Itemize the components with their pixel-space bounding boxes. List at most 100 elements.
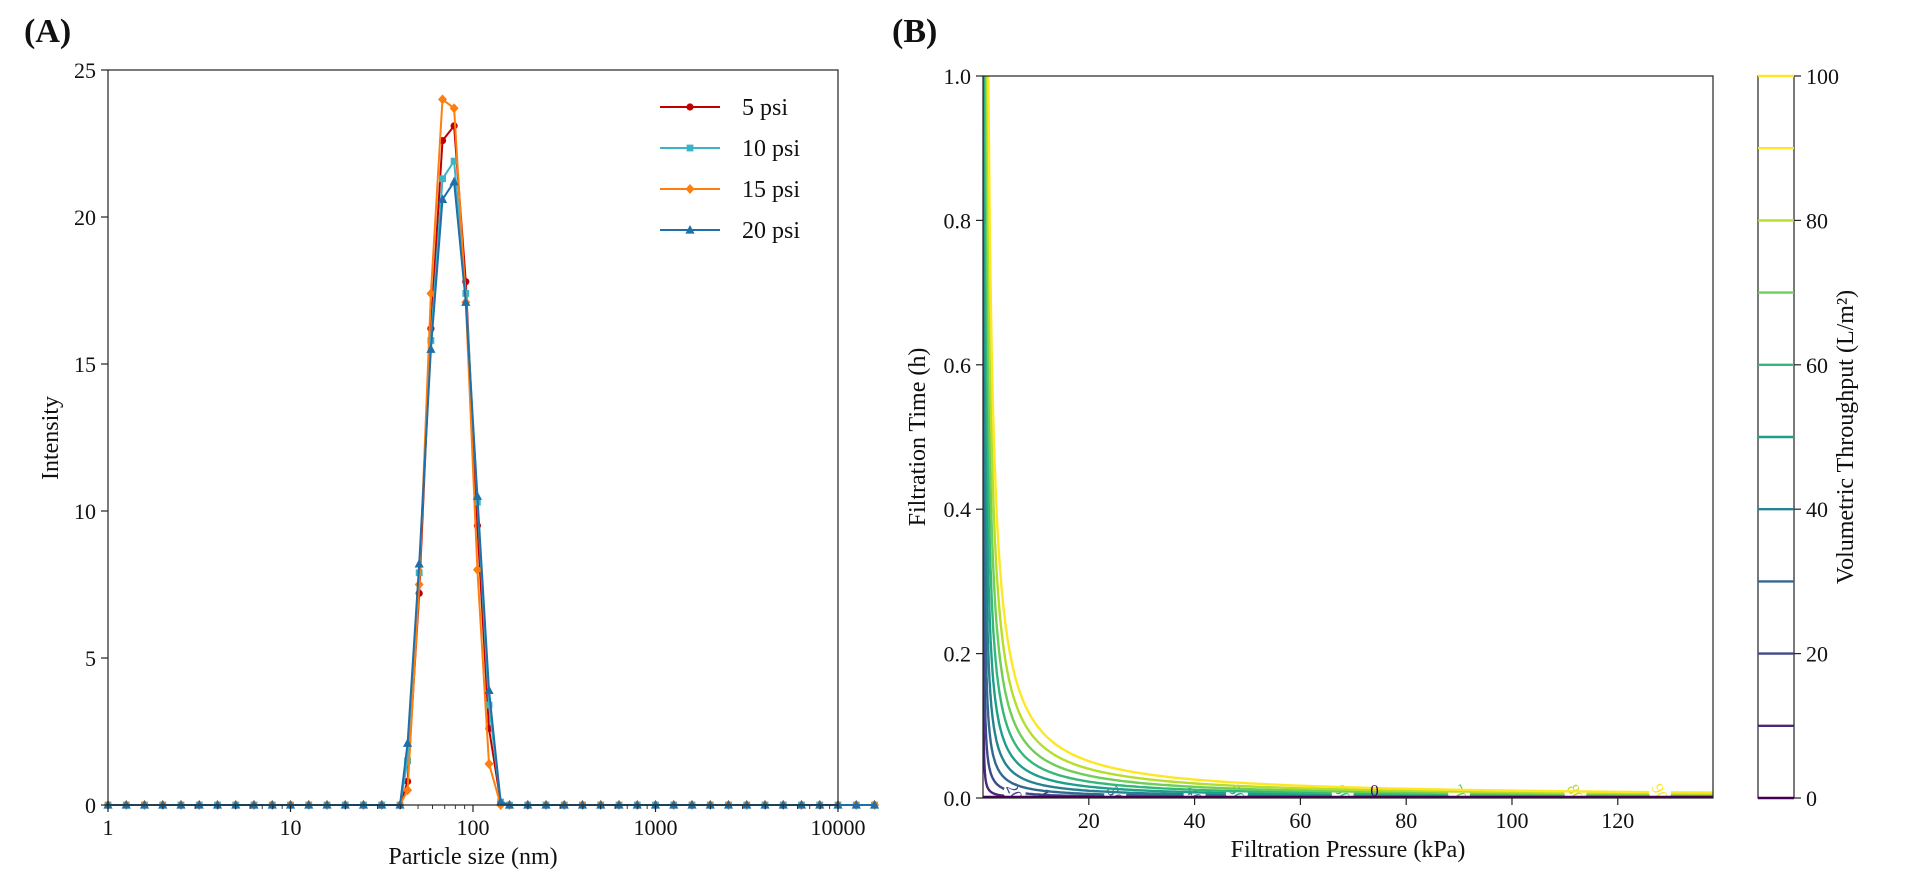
panel-b-ylabel: Filtration Time (h) bbox=[905, 348, 931, 527]
panel-b-label: (B) bbox=[892, 13, 937, 50]
panel-a-legend: 5 psi 10 psi 15 psi 20 psi bbox=[660, 95, 800, 244]
data-point bbox=[496, 797, 506, 806]
panel-a-xticks: 1 10 100 1000 10000 bbox=[103, 805, 866, 840]
x-tick-label: 1000 bbox=[634, 815, 678, 840]
x-tick-label: 100 bbox=[1495, 808, 1528, 833]
colorbar-tick-label: 80 bbox=[1806, 208, 1828, 233]
colorbar-tick-label: 40 bbox=[1806, 497, 1828, 522]
data-point bbox=[194, 800, 204, 809]
data-point bbox=[461, 297, 471, 306]
data-point bbox=[541, 800, 551, 809]
x-tick-label: 40 bbox=[1184, 808, 1206, 833]
y-tick-label: 0.2 bbox=[944, 642, 972, 667]
data-point bbox=[437, 194, 448, 203]
data-point bbox=[121, 800, 131, 809]
contour-label-bg bbox=[1564, 781, 1587, 798]
panel-a-label: (A) bbox=[24, 13, 71, 50]
contour-label-bg bbox=[1104, 783, 1127, 798]
x-tick-label: 120 bbox=[1601, 808, 1634, 833]
y-tick-label: 0.8 bbox=[944, 208, 972, 233]
data-point bbox=[472, 491, 482, 500]
data-point bbox=[395, 800, 405, 809]
series-line bbox=[108, 178, 875, 806]
x-tick-label: 80 bbox=[1395, 808, 1417, 833]
data-point bbox=[484, 685, 494, 694]
contour-label-zero: 0 bbox=[1370, 781, 1379, 800]
data-point bbox=[559, 800, 569, 809]
plot-background bbox=[983, 76, 1713, 798]
panel-a-xlabel: Particle size (nm) bbox=[388, 844, 557, 870]
y-tick-label: 25 bbox=[74, 58, 96, 83]
legend-marker bbox=[686, 103, 694, 111]
panel-a: (A) 1 10 100 1000 10000 0 5 10 15 20 25 Particle … bbox=[24, 13, 880, 870]
panel-b-xlabel: Filtration Pressure (kPa) bbox=[1231, 837, 1466, 863]
contour-label-bg bbox=[1649, 781, 1672, 798]
data-point bbox=[632, 800, 642, 809]
data-point bbox=[267, 800, 277, 809]
y-tick-label: 15 bbox=[74, 352, 96, 377]
colorbar-tick-label: 60 bbox=[1806, 353, 1828, 378]
data-point bbox=[485, 701, 493, 709]
data-point bbox=[687, 800, 697, 809]
data-point bbox=[231, 800, 241, 809]
colorbar-tick-label: 0 bbox=[1806, 786, 1817, 811]
data-point bbox=[596, 800, 606, 809]
legend-marker bbox=[686, 144, 694, 152]
contour-label: 80 bbox=[1563, 781, 1587, 804]
data-point bbox=[158, 800, 168, 809]
y-tick-label: 0.6 bbox=[944, 353, 972, 378]
data-point bbox=[669, 800, 679, 809]
data-point bbox=[322, 800, 332, 809]
data-point bbox=[414, 558, 424, 568]
y-tick-label: 20 bbox=[74, 205, 96, 230]
data-point bbox=[212, 800, 223, 809]
data-point bbox=[778, 800, 788, 809]
data-point bbox=[426, 288, 436, 299]
data-point bbox=[402, 738, 413, 747]
data-point bbox=[340, 800, 350, 809]
data-point bbox=[723, 800, 734, 809]
legend-label: 15 psi bbox=[742, 177, 800, 203]
data-point bbox=[450, 157, 458, 165]
data-point bbox=[577, 800, 588, 809]
contour-70 bbox=[985, 76, 1713, 796]
x-tick-label: 1 bbox=[103, 815, 114, 840]
panel-b-frame bbox=[982, 75, 1714, 799]
contour-80 bbox=[986, 76, 1713, 795]
contour-label: 90 bbox=[1647, 781, 1671, 804]
data-point bbox=[523, 800, 533, 809]
x-tick-label: 100 bbox=[457, 815, 490, 840]
data-point bbox=[439, 175, 446, 183]
y-tick-label: 0.0 bbox=[944, 786, 972, 811]
data-point bbox=[449, 176, 459, 186]
legend-label: 10 psi bbox=[742, 136, 800, 162]
data-point bbox=[760, 800, 770, 809]
data-point bbox=[650, 800, 661, 809]
data-point bbox=[742, 800, 752, 809]
data-point bbox=[426, 344, 436, 353]
data-point bbox=[403, 785, 413, 796]
panel-b-colorbar: 0 20 40 60 80 100 bbox=[1757, 64, 1839, 811]
x-tick-label: 20 bbox=[1078, 808, 1100, 833]
data-point bbox=[472, 564, 482, 575]
contour-50 bbox=[983, 76, 1713, 798]
legend-label: 5 psi bbox=[742, 95, 788, 121]
contour-60 bbox=[984, 76, 1713, 797]
y-tick-label: 10 bbox=[74, 499, 96, 524]
legend-marker bbox=[685, 184, 695, 194]
data-point bbox=[796, 800, 807, 809]
series-20-psi bbox=[103, 176, 880, 809]
data-point bbox=[851, 800, 861, 809]
panel-b-colorbar-label: Volumetric Throughput (L/m²) bbox=[1833, 290, 1859, 584]
data-point bbox=[484, 758, 494, 769]
data-point bbox=[285, 800, 296, 809]
data-point bbox=[438, 94, 448, 105]
panel-b-xticks: 20 40 60 80 100 120 bbox=[1078, 798, 1634, 833]
x-tick-label: 10 bbox=[280, 815, 302, 840]
y-tick-label: 5 bbox=[85, 646, 96, 671]
panel-b-yticks: 0.0 0.2 0.4 0.6 0.8 1.0 bbox=[944, 64, 983, 811]
y-tick-label: 1.0 bbox=[944, 64, 972, 89]
legend-marker bbox=[685, 225, 695, 234]
